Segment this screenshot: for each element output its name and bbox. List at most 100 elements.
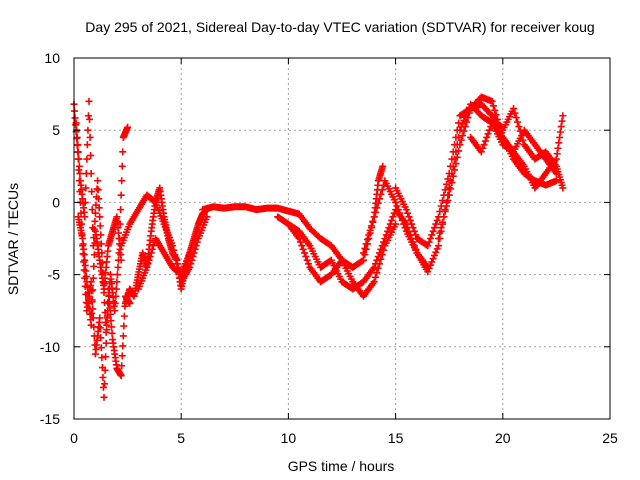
data-point xyxy=(402,206,410,214)
data-point xyxy=(428,231,436,239)
x-tick-label: 20 xyxy=(495,430,511,446)
data-point xyxy=(191,245,199,253)
data-point xyxy=(385,224,393,232)
data-point xyxy=(554,144,562,152)
data-point xyxy=(552,170,560,178)
data-point xyxy=(362,240,370,248)
data-point xyxy=(441,186,449,194)
data-point xyxy=(98,354,106,362)
data-point xyxy=(118,362,126,370)
data-point xyxy=(453,126,461,134)
data-point xyxy=(447,162,455,170)
data-point xyxy=(440,213,448,221)
data-point xyxy=(87,151,95,159)
data-point xyxy=(298,242,306,250)
data-point xyxy=(169,242,177,250)
data-point xyxy=(85,97,93,105)
data-point xyxy=(552,177,560,185)
data-point xyxy=(449,148,457,156)
data-point xyxy=(480,141,488,149)
data-point xyxy=(367,222,375,230)
data-point xyxy=(429,255,437,263)
data-point xyxy=(465,109,473,117)
data-point xyxy=(432,248,440,256)
data-point xyxy=(374,264,382,272)
data-point xyxy=(461,123,469,131)
series-arc-10 xyxy=(359,100,560,276)
data-point xyxy=(361,244,369,252)
data-point xyxy=(74,141,82,149)
data-point xyxy=(377,245,385,253)
data-point xyxy=(556,128,564,136)
data-point xyxy=(372,273,379,281)
data-point xyxy=(437,224,445,232)
y-tick-label: 10 xyxy=(44,50,60,66)
data-point xyxy=(412,231,420,239)
data-point xyxy=(489,102,497,110)
data-point xyxy=(455,119,463,127)
data-point xyxy=(397,213,405,221)
data-point xyxy=(558,117,566,125)
data-point xyxy=(101,299,109,307)
y-tick-label: -5 xyxy=(48,267,61,283)
data-point xyxy=(374,199,382,207)
data-point xyxy=(97,334,105,342)
data-point xyxy=(452,160,460,168)
data-point xyxy=(148,245,156,253)
data-point xyxy=(449,172,457,180)
data-point xyxy=(430,224,438,232)
data-point xyxy=(147,249,155,257)
data-point xyxy=(119,342,127,350)
data-point xyxy=(410,227,418,235)
data-point xyxy=(459,132,467,140)
data-point xyxy=(444,175,452,183)
data-point xyxy=(105,292,113,300)
data-point xyxy=(86,115,94,123)
data-point xyxy=(511,109,519,117)
data-point xyxy=(408,220,416,228)
data-point xyxy=(117,372,125,380)
data-point xyxy=(384,227,392,235)
data-point xyxy=(88,188,96,196)
series-arc-2 xyxy=(72,97,132,336)
data-point xyxy=(374,253,382,261)
data-point xyxy=(82,184,90,192)
data-point xyxy=(425,238,433,246)
data-point xyxy=(394,206,402,214)
data-point xyxy=(378,186,386,194)
data-point xyxy=(365,231,373,239)
data-point xyxy=(453,153,461,161)
data-point xyxy=(111,307,119,315)
data-point xyxy=(94,177,102,185)
data-point xyxy=(87,321,95,329)
data-point xyxy=(396,209,404,217)
data-point xyxy=(515,123,523,131)
data-point xyxy=(87,170,95,178)
data-point xyxy=(120,312,128,320)
data-point xyxy=(117,191,125,199)
data-point xyxy=(90,262,98,270)
data-point xyxy=(388,216,396,224)
data-point xyxy=(380,238,388,246)
series-arc-7 xyxy=(199,162,387,271)
data-point xyxy=(103,314,111,322)
data-point xyxy=(97,240,105,248)
data-point xyxy=(192,242,200,250)
data-point xyxy=(448,155,456,163)
data-point xyxy=(300,249,308,257)
data-point xyxy=(101,380,109,388)
data-point xyxy=(479,144,487,152)
series-arc-8 xyxy=(274,213,400,300)
data-point xyxy=(84,126,92,134)
data-point xyxy=(81,198,89,206)
data-point xyxy=(463,118,471,126)
data-point xyxy=(359,249,367,257)
data-point xyxy=(124,123,132,131)
data-point xyxy=(448,179,456,187)
data-point xyxy=(143,263,151,271)
data-point xyxy=(432,220,440,228)
series-arc-6 xyxy=(134,235,194,293)
data-point xyxy=(99,373,107,381)
data-point xyxy=(144,260,152,268)
data-point xyxy=(392,198,400,206)
